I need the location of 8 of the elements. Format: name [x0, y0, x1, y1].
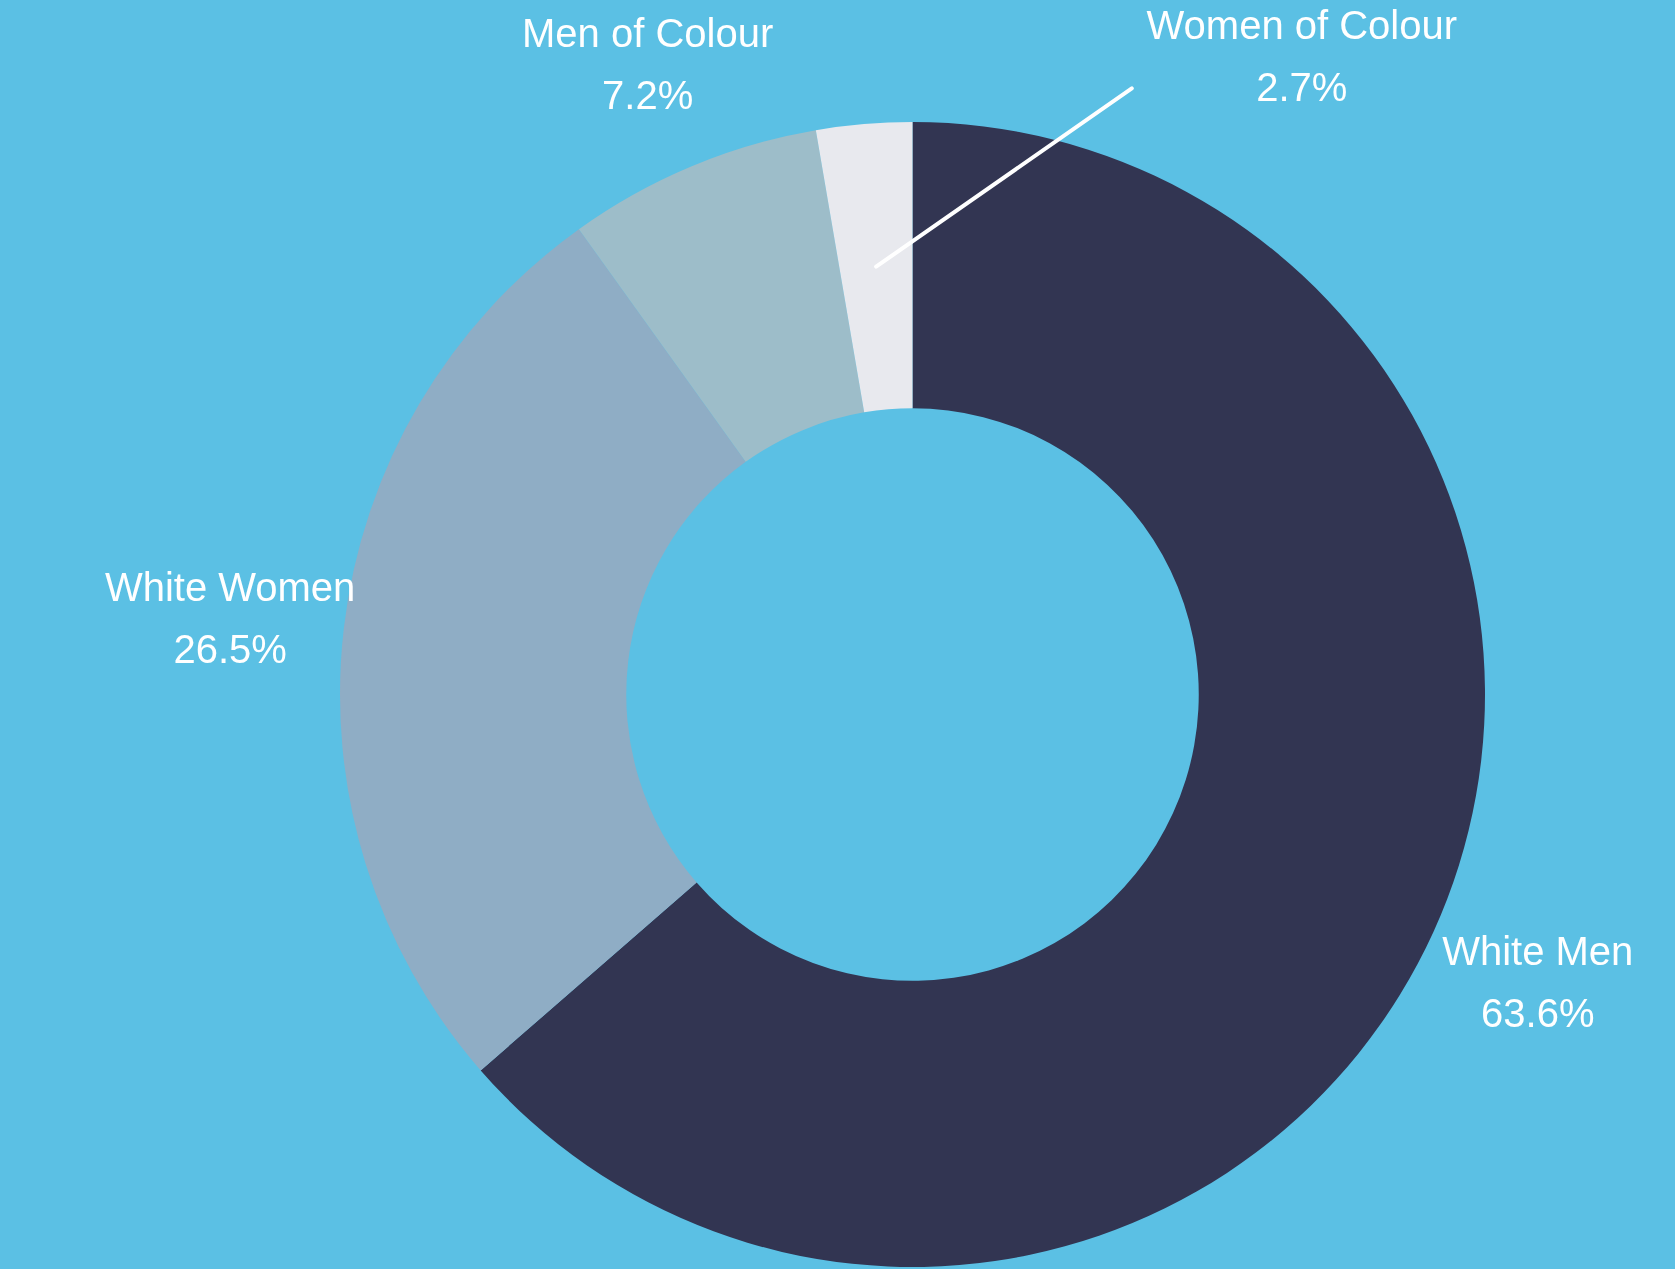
slice-label: Men of Colour	[521, 10, 774, 55]
data-label: 26.5%	[173, 626, 287, 671]
slice-label: White Women	[104, 564, 356, 609]
data-label: 7.2%	[602, 72, 694, 117]
data-label: 2.7%	[1256, 65, 1348, 110]
slice-label: White Men	[1442, 929, 1634, 974]
slice-label: Women of Colour	[1146, 3, 1458, 48]
data-label: 63.6%	[1481, 991, 1595, 1036]
